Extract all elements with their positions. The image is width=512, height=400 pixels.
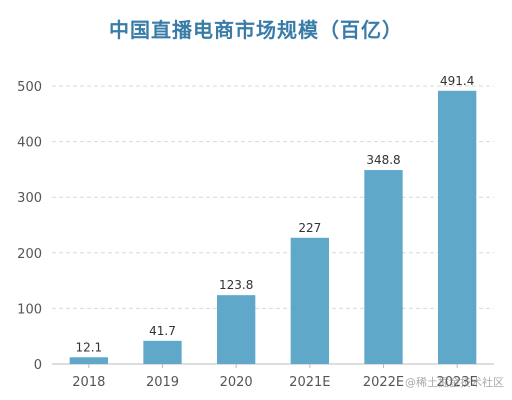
data-label: 348.8 — [366, 153, 400, 167]
axes — [52, 363, 494, 368]
bar-2018 — [69, 357, 108, 364]
x-tick-label: 2020 — [220, 375, 253, 390]
bar-2023e — [438, 90, 477, 364]
x-tick-label: 2022E — [363, 375, 404, 390]
bar-2021e — [290, 237, 329, 364]
x-tick-label: 2018 — [72, 375, 105, 390]
data-label: 491.4 — [440, 74, 474, 88]
bar-2019 — [143, 340, 182, 364]
x-tick-label: 2019 — [146, 375, 179, 390]
y-tick-label: 400 — [17, 136, 42, 151]
bars — [69, 90, 477, 364]
grid-lines — [52, 85, 494, 309]
y-tick-label: 100 — [17, 302, 42, 317]
y-tick-label: 500 — [17, 80, 42, 95]
data-label: 41.7 — [149, 324, 176, 338]
bar-2020 — [217, 295, 256, 364]
chart-title: 中国直播电商市场规模（百亿） — [109, 18, 403, 42]
x-tick-label: 2021E — [289, 375, 330, 390]
x-tick-label: 2023E — [437, 375, 478, 390]
labels: 0 100 200 300 400 500 12.1 2018 41.7 2019 123.8 202… — [17, 74, 478, 390]
data-label: 12.1 — [75, 340, 102, 354]
bar-2022e — [364, 170, 403, 364]
y-tick-label: 300 — [17, 191, 42, 206]
y-tick-label: 0 — [34, 358, 42, 373]
data-label: 227 — [298, 221, 321, 235]
y-tick-label: 200 — [17, 247, 42, 262]
watermark: @稀土掘金技术社区 — [405, 376, 504, 389]
data-label: 123.8 — [219, 278, 253, 292]
